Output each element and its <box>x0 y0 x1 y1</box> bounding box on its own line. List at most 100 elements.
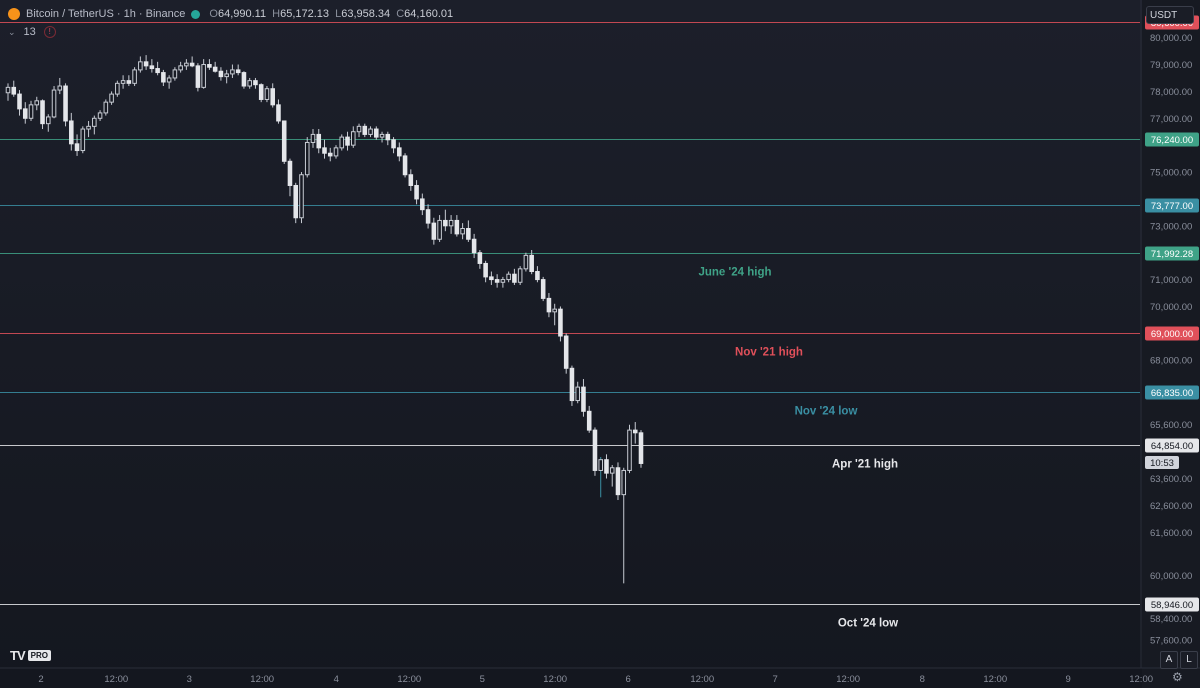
candle <box>327 147 333 162</box>
candle <box>45 114 51 132</box>
candle-body <box>247 80 252 87</box>
tradingview-mark: TV <box>10 648 26 663</box>
candle-body <box>92 117 97 127</box>
level-annotation-label: June '24 high <box>698 267 771 279</box>
candle-body <box>166 77 172 83</box>
currency-selector[interactable]: USDT <box>1146 6 1194 24</box>
candle-body <box>253 80 258 86</box>
candle <box>408 169 414 191</box>
candle-body <box>425 209 431 224</box>
candle <box>494 274 500 288</box>
candle-body <box>569 367 575 402</box>
candle <box>575 381 580 404</box>
gear-icon[interactable]: ⚙ <box>1172 670 1183 684</box>
candle-body <box>604 459 609 474</box>
legend-header: Bitcoin / TetherUS · 1h · Binance O64,99… <box>0 0 1140 44</box>
candle <box>362 123 368 138</box>
candle-body <box>437 219 442 240</box>
candle-body <box>350 131 356 146</box>
candle <box>109 91 114 105</box>
y-tick-label: 61,600.00 <box>1150 528 1192 539</box>
candle-body <box>63 85 68 122</box>
candle <box>51 86 57 119</box>
candle <box>420 193 425 216</box>
candle-body <box>11 86 17 95</box>
chevron-down-icon[interactable]: ⌄ <box>8 26 16 37</box>
candle-body <box>17 93 22 110</box>
candle-body <box>109 93 114 103</box>
candle-body <box>466 228 471 240</box>
candle-body <box>431 222 437 240</box>
candle-body <box>552 308 557 313</box>
candle-body <box>385 133 391 141</box>
candle-body <box>304 141 310 176</box>
candle-body <box>212 66 218 72</box>
candle-body <box>529 254 534 273</box>
candle <box>586 405 592 433</box>
price-level-tag-text: 76,240.00 <box>1151 135 1193 146</box>
x-tick-label: 12:00 <box>1129 674 1153 685</box>
indicator-count[interactable]: 13 <box>23 26 36 38</box>
candle <box>632 422 638 444</box>
candle-body <box>299 174 304 219</box>
candle <box>97 110 103 121</box>
candle-body <box>489 276 494 281</box>
x-tick-label: 12:00 <box>836 674 860 685</box>
axis-layer: 80,000.00 79,000.00 78,000.00 77,000.00 75,0… <box>38 15 1199 685</box>
x-tick-label: 8 <box>920 674 925 685</box>
candle <box>11 80 17 97</box>
candle-body <box>609 467 615 474</box>
candle <box>281 120 287 164</box>
candle <box>80 126 86 154</box>
y-tick-label: 62,600.00 <box>1150 501 1192 512</box>
candle-body <box>408 174 414 186</box>
candle <box>322 139 327 159</box>
candle-body <box>258 84 264 100</box>
candle <box>563 333 569 374</box>
alert-icon[interactable]: ! <box>43 26 56 38</box>
candle <box>224 69 229 84</box>
price-level-tag <box>1145 385 1199 400</box>
candle-body <box>368 128 373 135</box>
candle-body <box>397 147 402 157</box>
candle <box>235 64 241 76</box>
candle <box>454 215 460 237</box>
candle <box>443 209 448 232</box>
price-level-tag <box>1145 438 1199 453</box>
candle-body <box>339 136 345 149</box>
price-level-tag-text: 71,992.28 <box>1151 249 1193 260</box>
level-annotation-label: Oct '24 low <box>838 618 898 630</box>
candle <box>115 80 120 97</box>
auto-scale-button[interactable]: A <box>1160 651 1178 669</box>
candle <box>546 293 552 318</box>
candle <box>74 134 80 156</box>
candle <box>195 63 201 92</box>
y-tick-label: 70,000.00 <box>1150 302 1192 313</box>
log-scale-button[interactable]: L <box>1180 651 1198 669</box>
symbol-title[interactable]: Bitcoin / TetherUS · 1h · Binance <box>26 8 186 20</box>
candle-body <box>195 65 201 88</box>
candle-body <box>581 386 586 412</box>
candle-body <box>80 128 86 152</box>
candle-body <box>115 82 120 95</box>
ohlc-key-close: C <box>396 8 405 20</box>
candle-body <box>235 69 241 74</box>
tradingview-logo: TV PRO <box>10 648 51 663</box>
candle <box>63 83 68 127</box>
y-tick-label: 80,000.00 <box>1150 33 1192 44</box>
candle <box>581 379 586 417</box>
candle <box>22 102 28 124</box>
candle <box>437 215 442 242</box>
candle <box>489 271 494 285</box>
candle-body <box>178 65 183 71</box>
levels-layer: June '24 high Nov '21 high Nov '24 low Apr … <box>0 22 1140 630</box>
candle-body <box>22 108 28 119</box>
price-level-tag-text: 73,777.00 <box>1151 201 1193 212</box>
candle-body <box>264 88 270 100</box>
candle <box>293 182 299 224</box>
candle <box>414 180 419 205</box>
x-tick-label: 9 <box>1066 674 1071 685</box>
price-level-tag <box>1145 132 1199 147</box>
